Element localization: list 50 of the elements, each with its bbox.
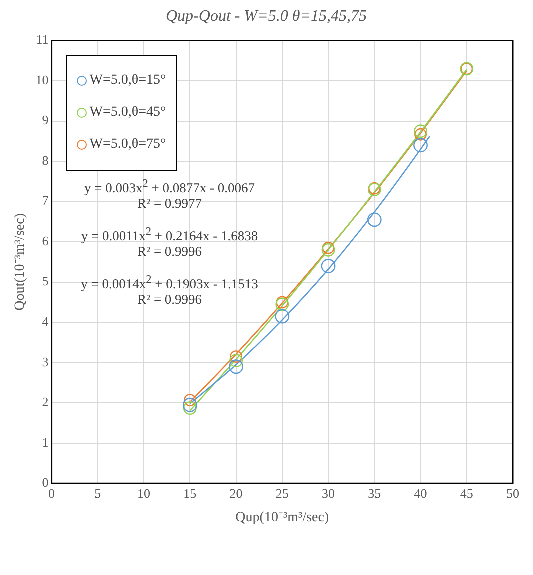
x-tick-label: 35 [368,486,382,501]
point [322,242,335,254]
x-tick-label: 40 [414,486,428,501]
y-tick-label: 9 [42,112,49,128]
legend-label: W=5.0,θ=75° [90,136,166,153]
x-tick-label: 5 [94,486,102,501]
point [183,402,197,416]
legend-label: W=5.0,θ=15° [90,72,166,89]
x-tick-label: 20 [230,486,243,501]
x-tick-label: 30 [322,486,336,501]
point [414,138,428,153]
y-tick-label: 6 [42,233,50,248]
chart-title: Qup-Qout - W=5.0 θ=15,45,75 [165,8,368,27]
x-tick-label: 10 [138,486,151,501]
point [414,124,428,138]
point [230,354,243,368]
x-tick-label: 50 [506,486,520,501]
annotation: y = 0.003x$^{2}$ + 0.0877x - 0.0067 [84,176,256,198]
annotation: y = 0.0014x$^{2}$ + 0.1903x - 1.1513 [80,272,260,294]
point [367,212,382,228]
x-axis-title: Qup(10⁻³m³/sec) [236,510,330,526]
y-axis-title: Qout(10⁻³m³/sec) [13,213,28,311]
x-tick-label: 45 [460,486,474,501]
y-tick-label: 7 [42,193,50,208]
point [182,398,198,412]
y-tick-label: 3 [42,354,49,370]
point [184,394,196,406]
point [275,309,290,324]
y-tick-label: 4 [42,314,50,330]
point [322,243,336,257]
legend-label: W=5.0,θ=45° [90,104,166,121]
annotation: y = 0.0011x$^{2}$ + 0.2164x - 1.6838 [80,224,260,246]
point [276,296,289,309]
y-tick-label: 5 [42,274,49,289]
annotation: R² = 0.9996 [136,290,204,309]
x-tick-label: 15 [184,486,197,501]
y-tick-label: 10 [36,72,49,88]
point [230,350,242,363]
y-tick-label: 2 [42,394,49,410]
point [321,259,336,274]
annotation: R² = 0.9996 [136,242,204,261]
point [229,360,244,374]
x-tick-label: 25 [276,486,289,501]
y-tick-label: 0 [42,475,49,490]
point [276,298,290,312]
y-tick-label: 1 [42,434,49,450]
point [414,128,427,141]
y-tick-label: 8 [42,152,49,168]
annotation: R² = 0.9977 [136,194,204,213]
y-tick-label: 11 [36,32,49,48]
